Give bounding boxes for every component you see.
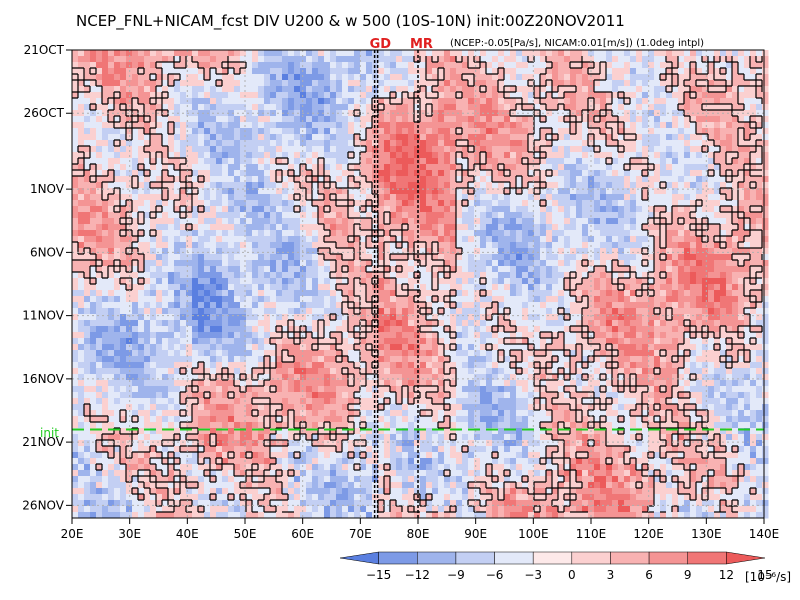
colorbar-label: 9 — [684, 568, 692, 582]
chart-subtitle: (NCEP:-0.05[Pa/s], NICAM:0.01[m/s]) (1.0… — [450, 38, 704, 49]
y-tick-label: 16NOV — [22, 372, 64, 386]
init-label: init — [40, 426, 59, 440]
x-tick-label: 100E — [518, 527, 549, 541]
colorbar-label: −3 — [524, 568, 542, 582]
y-tick-label: 21OCT — [24, 43, 65, 57]
x-tick-label: 30E — [118, 527, 141, 541]
heatmap-field — [72, 50, 769, 519]
colorbar-swatch — [339, 551, 379, 565]
colorbar-swatch — [417, 551, 457, 565]
x-tick-label: 60E — [291, 527, 314, 541]
colorbar-label: −12 — [405, 568, 430, 582]
y-tick-label: 11NOV — [22, 309, 64, 323]
colorbar-label: 0 — [568, 568, 576, 582]
x-tick-label: 70E — [349, 527, 372, 541]
colorbar-label: −6 — [486, 568, 504, 582]
y-tick-label: 21NOV — [22, 435, 64, 449]
colorbar-units: [10⁻⁶/s] — [745, 570, 791, 584]
colorbar-swatch — [648, 551, 688, 565]
y-tick-label: 26NOV — [22, 498, 64, 512]
marker-label-mr: MR — [410, 37, 433, 52]
colorbar-label: −15 — [366, 568, 391, 582]
colorbar-label: 6 — [645, 568, 653, 582]
colorbar-swatch — [687, 551, 727, 565]
colorbar-swatch — [532, 551, 573, 565]
marker-lines — [373, 50, 419, 518]
x-tick-label: 120E — [633, 527, 664, 541]
x-tick-label: 90E — [464, 527, 487, 541]
x-ticks: 20E 30E 40E 50E 60E 70E 80E 90E 100E 110E 120E 130E… — [61, 518, 780, 541]
colorbar-label: 3 — [607, 568, 615, 582]
x-tick-label: 20E — [61, 527, 84, 541]
x-tick-label: 130E — [691, 527, 722, 541]
x-tick-label: 80E — [407, 527, 430, 541]
colorbar-swatch — [494, 551, 534, 565]
colorbar: −15 −12 −9 −6 −3 0 3 6 9 12 15 — [339, 551, 773, 582]
y-ticks: 21OCT 26OCT 1NOV 6NOV 11NOV 16NOV 21NOV 26NOV — [22, 43, 72, 512]
colorbar-label: 12 — [719, 568, 734, 582]
colorbar-label: −9 — [447, 568, 465, 582]
colorbar-swatch — [726, 551, 766, 565]
colorbar-swatch — [378, 551, 418, 565]
x-tick-label: 140E — [749, 527, 780, 541]
colorbar-swatch — [455, 551, 495, 565]
chart-title: NCEP_FNL+NICAM_fcst DIV U200 & w 500 (10… — [76, 12, 625, 31]
y-tick-label: 26OCT — [24, 106, 65, 120]
y-tick-label: 6NOV — [30, 245, 65, 259]
colorbar-swatch — [571, 551, 611, 565]
x-tick-label: 50E — [234, 527, 257, 541]
colorbar-label: 15 — [757, 568, 772, 582]
x-tick-label: 40E — [176, 527, 199, 541]
colorbar-swatch — [610, 551, 650, 565]
y-tick-label: 1NOV — [30, 182, 65, 196]
x-tick-label: 110E — [576, 527, 607, 541]
marker-label-gd: GD — [370, 37, 392, 52]
